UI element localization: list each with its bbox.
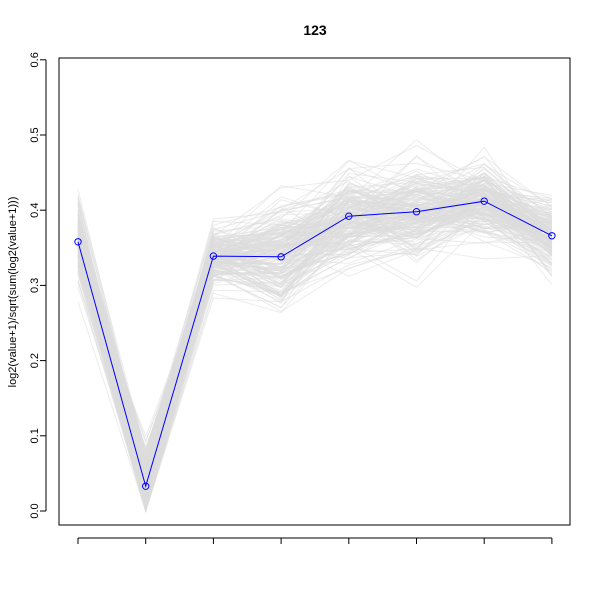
highlight-point [480, 197, 488, 205]
x-axis: dark_hungry light_hungry dark_full_1 light_… [73, 537, 559, 600]
x-tick-label: light_full_1 [276, 550, 288, 600]
y-tick-label: 0.6 [29, 52, 41, 67]
background-line [77, 192, 553, 495]
background-line [77, 182, 553, 457]
highlight-point [74, 238, 82, 246]
x-tick-label: dark_hungry [73, 550, 85, 600]
background-line [77, 178, 553, 489]
y-tick-label: 0.4 [29, 203, 41, 218]
highlight-point [412, 208, 421, 216]
x-tick-label: light_full_3 [547, 550, 559, 600]
x-tick-label: dark_full_3 [412, 550, 424, 600]
x-tick-label: dark_full_1 [208, 550, 220, 600]
chart-title: 123 [303, 22, 327, 38]
background-lines [77, 139, 553, 513]
y-axis-label: log2(value+1)/sqrt(sum(log2(value+1))) [7, 197, 19, 388]
y-tick-label: 0.5 [29, 127, 41, 142]
highlight-point [345, 212, 353, 220]
plot-box [58, 57, 571, 526]
highlight-point [548, 232, 556, 240]
background-line [77, 201, 553, 506]
background-line [77, 211, 552, 473]
highlight-point [277, 253, 285, 261]
highlight-point [209, 252, 218, 260]
y-tick-label: 0.1 [29, 428, 41, 443]
background-line [77, 173, 552, 472]
y-tick-label: 0.2 [29, 353, 41, 368]
highlight-line [77, 200, 553, 489]
background-line [77, 200, 553, 500]
y-tick-label: 0.0 [29, 503, 41, 518]
x-tick-label: light_hungry [141, 550, 153, 600]
highlight-point [142, 482, 150, 490]
background-line [77, 188, 553, 501]
x-tick-label: light_full_2 [479, 550, 491, 600]
x-tick-label: dark_full_2 [344, 550, 356, 600]
y-tick-label: 0.3 [29, 278, 41, 293]
highlight-series [74, 197, 556, 490]
background-line [77, 216, 553, 513]
y-axis: 0.0 0.1 0.2 0.3 0.4 0.5 0.6 [29, 52, 47, 519]
background-line [77, 156, 553, 455]
